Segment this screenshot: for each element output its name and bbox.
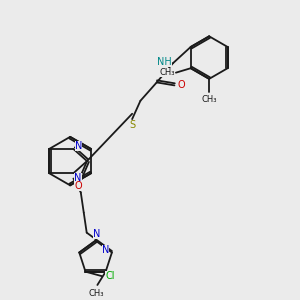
Text: CH₃: CH₃	[88, 289, 104, 298]
Text: N: N	[75, 141, 82, 151]
Text: O: O	[177, 80, 185, 90]
Text: N: N	[74, 173, 82, 183]
Text: Cl: Cl	[105, 271, 115, 281]
Text: CH₃: CH₃	[201, 95, 217, 104]
Text: CH₃: CH₃	[160, 68, 176, 77]
Text: N: N	[93, 229, 101, 239]
Text: S: S	[129, 120, 135, 130]
Text: N: N	[102, 244, 109, 254]
Text: O: O	[74, 181, 82, 190]
Text: NH: NH	[157, 57, 172, 67]
